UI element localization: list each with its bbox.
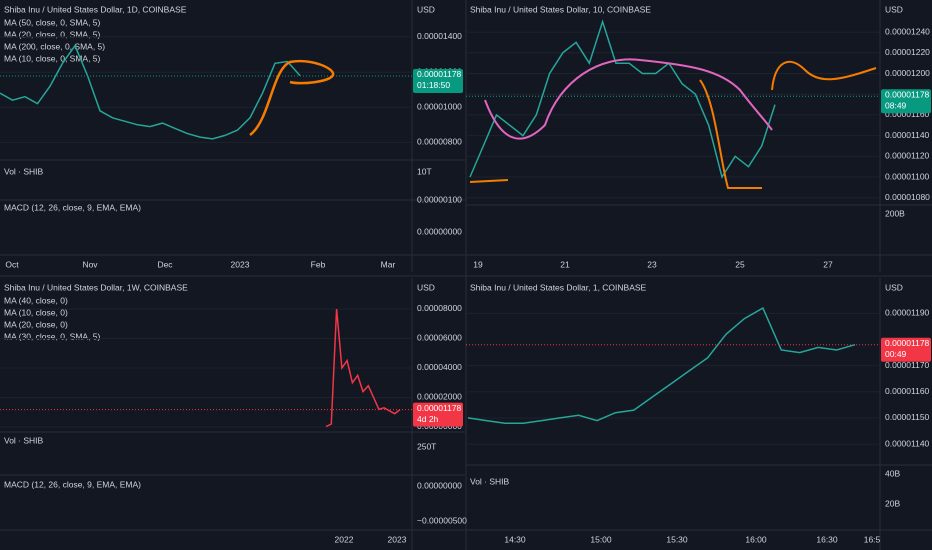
macd-label: MACD (12, 26, close, 9, EMA, EMA) — [4, 479, 141, 489]
y-tick-label: 0.00000800 — [417, 137, 462, 147]
y-tick-label: 0.00001160 — [885, 109, 930, 119]
axis-unit: USD — [885, 282, 903, 292]
indicator-legend: MA (10, close, 0) — [4, 307, 68, 317]
x-tick-label: 21 — [560, 259, 570, 269]
price-tag — [881, 89, 931, 114]
chart-title: Shiba Inu / United States Dollar, 1, COI… — [470, 282, 647, 292]
x-tick-label: Nov — [82, 259, 98, 269]
y-tick-label: 0.00001220 — [885, 47, 930, 57]
price-tag — [413, 402, 463, 427]
y-tick-label: 0.00001100 — [885, 171, 930, 181]
y-tick-label: 0.00001400 — [417, 31, 462, 41]
y-tick-label: 0.00001160 — [885, 386, 930, 396]
axis-unit: USD — [417, 282, 435, 292]
x-tick-label: 16:30 — [816, 534, 838, 544]
price-tag-timer: 01:18:50 — [417, 80, 450, 90]
price-tag-label: 0.00001178 — [885, 90, 930, 100]
price-tag-label: 0.00001178 — [417, 69, 462, 79]
y-tick-label: 0.00001200 — [885, 68, 930, 78]
y-tick-label: 0.00001190 — [885, 308, 930, 318]
x-tick-label: 23 — [647, 259, 657, 269]
macd-tick: −0.00000500 — [417, 515, 467, 525]
chart-title: Shiba Inu / United States Dollar, 1D, CO… — [4, 4, 187, 14]
indicator-legend: MA (200, close, 0, SMA, 5) — [4, 41, 105, 51]
price-tag-label: 0.00001178 — [417, 403, 462, 413]
axis-unit: USD — [417, 4, 435, 14]
macd-label: MACD (12, 26, close, 9, EMA, EMA) — [4, 202, 141, 212]
x-tick-label: Feb — [311, 259, 326, 269]
volume-tick: 20B — [885, 498, 900, 508]
macd-tick: 0.00000000 — [417, 226, 462, 236]
y-tick-label: 0.00002000 — [417, 392, 462, 402]
x-tick-label: Dec — [157, 259, 173, 269]
chart-title: Shiba Inu / United States Dollar, 10, CO… — [470, 4, 651, 14]
macd-tick: 0.00000000 — [417, 480, 462, 490]
y-tick-label: 0.00001000 — [417, 102, 462, 112]
price-line — [0, 44, 301, 140]
indicator-legend: MA (20, close, 0) — [4, 319, 68, 329]
price-line — [467, 307, 856, 424]
x-tick-label: 16:5 — [864, 534, 881, 544]
indicator-legend: MA (30, close, 0, SMA, 5) — [4, 331, 101, 341]
x-tick-label: 15:30 — [666, 534, 688, 544]
drawing — [484, 58, 773, 140]
price-tag — [881, 337, 931, 362]
y-tick-label: 0.00001140 — [885, 130, 930, 140]
axis-unit: USD — [885, 4, 903, 14]
volume-tick: 250T — [417, 441, 436, 451]
price-tag — [413, 68, 463, 93]
y-tick-label: 0.00006000 — [417, 333, 462, 343]
macd-tick: 0.00000100 — [417, 194, 462, 204]
volume-tick: 10T — [417, 166, 432, 176]
x-tick-label: 15:00 — [590, 534, 612, 544]
y-tick-label: 0.00004000 — [417, 362, 462, 372]
y-tick-label: 0.00001240 — [885, 26, 930, 36]
price-tag-timer: 00:49 — [885, 349, 907, 359]
volume-tick: 40B — [885, 468, 900, 478]
chart-title: Shiba Inu / United States Dollar, 1W, CO… — [4, 282, 188, 292]
y-tick-label: 0.00001120 — [885, 151, 930, 161]
x-tick-label: 27 — [823, 259, 833, 269]
x-tick-label: Mar — [381, 259, 396, 269]
volume-tick: 200B — [885, 208, 905, 218]
indicator-legend: MA (50, close, 0, SMA, 5) — [4, 17, 101, 27]
y-tick-label: 0.00001150 — [885, 412, 930, 422]
indicator-legend: MA (20, close, 0, SMA, 5) — [4, 29, 101, 39]
x-tick-label: 2023 — [388, 534, 407, 544]
x-tick-label: 16:00 — [745, 534, 767, 544]
price-tag-timer: 4d 2h — [417, 414, 439, 424]
y-tick-label: 0.00008000 — [417, 303, 462, 313]
volume-label: Vol · SHIB — [4, 435, 44, 445]
x-tick-label: 14:30 — [504, 534, 526, 544]
y-tick-label: 0.00001080 — [885, 192, 930, 202]
y-tick-label: 0.00001140 — [885, 438, 930, 448]
indicator-legend: MA (10, close, 0, SMA, 5) — [4, 53, 101, 63]
x-tick-label: 25 — [735, 259, 745, 269]
volume-label: Vol · SHIB — [4, 166, 44, 176]
price-tag-timer: 08:49 — [885, 101, 907, 111]
drawing — [249, 59, 335, 136]
drawing — [469, 60, 877, 189]
x-tick-label: Oct — [5, 259, 19, 269]
y-tick-label: 0.00001170 — [885, 360, 930, 370]
x-tick-label: 2022 — [335, 534, 354, 544]
volume-label: Vol · SHIB — [470, 476, 510, 486]
price-tag-label: 0.00001178 — [885, 338, 930, 348]
x-tick-label: 19 — [473, 259, 483, 269]
indicator-legend: MA (40, close, 0) — [4, 295, 68, 305]
x-tick-label: 2023 — [231, 259, 250, 269]
